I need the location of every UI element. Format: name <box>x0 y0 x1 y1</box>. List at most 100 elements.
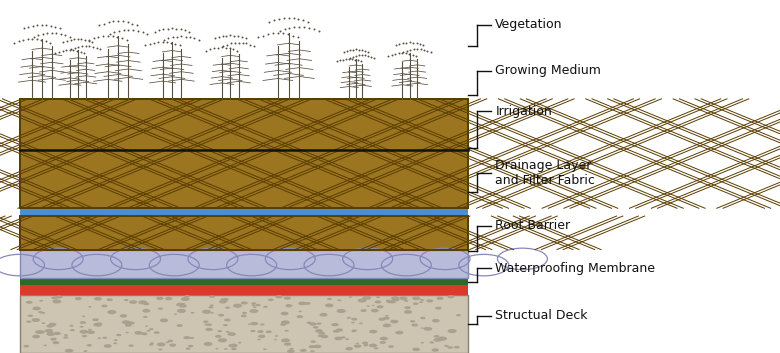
Circle shape <box>87 330 95 334</box>
Circle shape <box>448 329 457 333</box>
Circle shape <box>119 314 127 318</box>
Circle shape <box>315 329 323 333</box>
Circle shape <box>317 335 322 337</box>
Circle shape <box>337 299 342 301</box>
Circle shape <box>107 298 113 301</box>
Circle shape <box>223 298 229 300</box>
Circle shape <box>280 323 286 326</box>
Circle shape <box>205 328 213 331</box>
Circle shape <box>49 323 56 326</box>
Circle shape <box>169 343 176 347</box>
Circle shape <box>46 324 54 328</box>
Circle shape <box>51 297 58 299</box>
Circle shape <box>356 343 359 344</box>
Circle shape <box>258 335 265 338</box>
Circle shape <box>176 324 183 327</box>
Circle shape <box>186 348 190 350</box>
Circle shape <box>94 323 102 327</box>
Circle shape <box>65 349 73 353</box>
Circle shape <box>404 300 409 302</box>
Circle shape <box>87 344 92 347</box>
Circle shape <box>23 345 29 347</box>
Circle shape <box>300 349 307 352</box>
Bar <box>20 216 468 250</box>
Circle shape <box>304 302 310 305</box>
Circle shape <box>69 325 73 327</box>
Circle shape <box>385 315 388 317</box>
Circle shape <box>310 340 316 343</box>
Circle shape <box>380 341 386 344</box>
Circle shape <box>386 300 394 303</box>
Circle shape <box>165 297 172 300</box>
Circle shape <box>313 326 318 329</box>
Circle shape <box>431 348 439 352</box>
Circle shape <box>275 335 278 337</box>
Circle shape <box>113 342 117 344</box>
Circle shape <box>354 345 361 348</box>
Circle shape <box>104 344 112 348</box>
Circle shape <box>274 339 277 340</box>
Circle shape <box>92 318 99 321</box>
Circle shape <box>251 304 256 306</box>
Circle shape <box>242 312 247 314</box>
Circle shape <box>88 306 91 307</box>
Circle shape <box>50 338 57 341</box>
Circle shape <box>101 305 108 307</box>
Circle shape <box>420 299 424 301</box>
Bar <box>20 285 468 295</box>
Circle shape <box>225 306 230 309</box>
Circle shape <box>435 307 441 310</box>
Circle shape <box>281 312 289 315</box>
Circle shape <box>345 338 349 340</box>
Circle shape <box>351 322 355 323</box>
Circle shape <box>310 350 314 352</box>
Circle shape <box>129 345 133 347</box>
Text: Growing Medium: Growing Medium <box>495 64 601 77</box>
Circle shape <box>429 341 434 343</box>
Circle shape <box>434 335 439 337</box>
Circle shape <box>46 332 55 336</box>
Circle shape <box>98 337 101 339</box>
Circle shape <box>102 337 108 339</box>
Circle shape <box>317 323 321 325</box>
Circle shape <box>395 331 403 334</box>
Circle shape <box>228 345 232 346</box>
Circle shape <box>336 309 346 313</box>
Circle shape <box>54 332 61 335</box>
Bar <box>20 295 468 353</box>
Circle shape <box>420 327 424 329</box>
Circle shape <box>149 328 154 330</box>
Circle shape <box>349 296 353 298</box>
Circle shape <box>209 295 215 298</box>
Circle shape <box>426 299 433 303</box>
Circle shape <box>346 317 351 319</box>
Circle shape <box>82 316 85 317</box>
Circle shape <box>98 325 101 326</box>
Circle shape <box>154 331 160 334</box>
Circle shape <box>250 309 258 313</box>
Circle shape <box>215 348 218 349</box>
Circle shape <box>80 326 83 328</box>
Circle shape <box>412 324 418 327</box>
Circle shape <box>307 322 312 324</box>
Bar <box>20 250 468 278</box>
Circle shape <box>420 342 424 343</box>
Circle shape <box>248 323 251 325</box>
Circle shape <box>208 306 214 309</box>
Circle shape <box>363 296 371 300</box>
Circle shape <box>296 315 303 318</box>
Circle shape <box>241 301 248 305</box>
Circle shape <box>399 297 407 300</box>
Circle shape <box>438 336 447 341</box>
Circle shape <box>124 299 129 301</box>
Circle shape <box>82 335 87 337</box>
Circle shape <box>176 303 184 306</box>
Circle shape <box>55 295 62 299</box>
Circle shape <box>165 342 169 343</box>
Circle shape <box>352 329 357 332</box>
Circle shape <box>358 299 367 303</box>
Circle shape <box>282 338 290 342</box>
Circle shape <box>114 339 118 341</box>
Circle shape <box>147 330 151 332</box>
Circle shape <box>228 332 236 336</box>
